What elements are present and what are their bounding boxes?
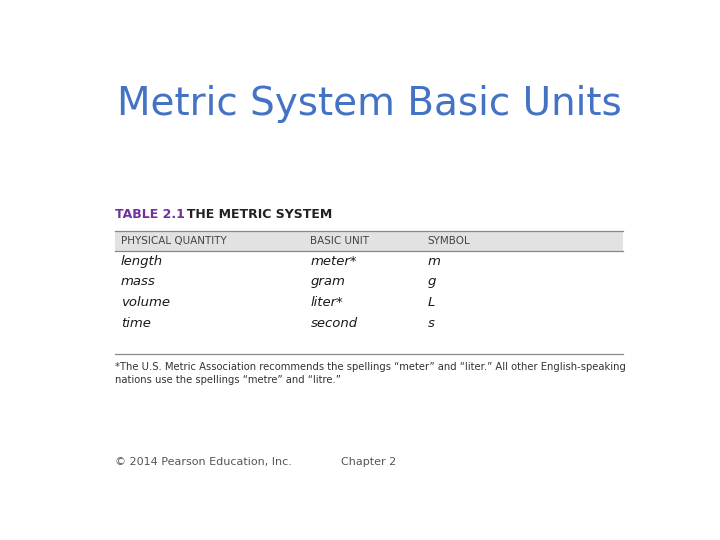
Text: s: s [428, 317, 434, 330]
Text: THE METRIC SYSTEM: THE METRIC SYSTEM [178, 208, 332, 221]
Text: Chapter 2: Chapter 2 [341, 457, 397, 467]
Text: SYMBOL: SYMBOL [428, 236, 470, 246]
Text: © 2014 Pearson Education, Inc.: © 2014 Pearson Education, Inc. [115, 457, 292, 467]
Text: *The U.S. Metric Association recommends the spellings “meter” and “liter.” All o: *The U.S. Metric Association recommends … [115, 362, 626, 386]
FancyBboxPatch shape [115, 231, 623, 251]
Text: TABLE 2.1: TABLE 2.1 [115, 208, 185, 221]
Text: gram: gram [310, 275, 346, 288]
Text: Metric System Basic Units: Metric System Basic Units [117, 85, 621, 123]
Text: meter*: meter* [310, 254, 357, 267]
Text: m: m [428, 254, 441, 267]
Text: volume: volume [121, 296, 170, 309]
Text: liter*: liter* [310, 296, 343, 309]
Text: length: length [121, 254, 163, 267]
Text: mass: mass [121, 275, 156, 288]
Text: L: L [428, 296, 435, 309]
Text: BASIC UNIT: BASIC UNIT [310, 236, 369, 246]
Text: PHYSICAL QUANTITY: PHYSICAL QUANTITY [121, 236, 226, 246]
Text: g: g [428, 275, 436, 288]
Text: second: second [310, 317, 358, 330]
Text: time: time [121, 317, 150, 330]
